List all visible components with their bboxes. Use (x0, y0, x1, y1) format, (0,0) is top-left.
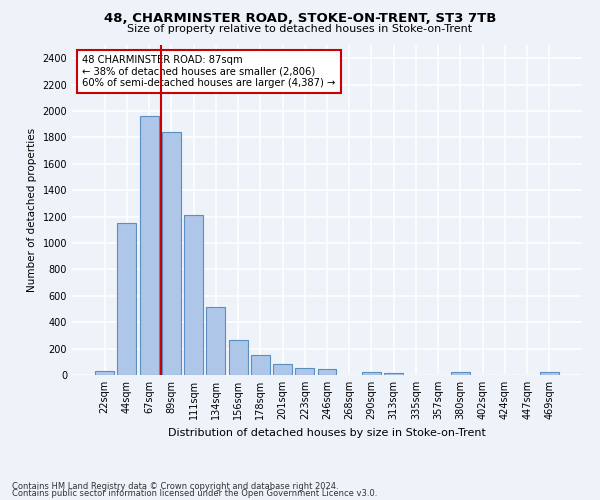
Text: 48, CHARMINSTER ROAD, STOKE-ON-TRENT, ST3 7TB: 48, CHARMINSTER ROAD, STOKE-ON-TRENT, ST… (104, 12, 496, 26)
Bar (295, 368, 314, 375)
Bar (118, 223, 136, 375)
Bar (384, 373, 403, 375)
Bar (540, 372, 559, 375)
Bar (95, 371, 114, 375)
Y-axis label: Number of detached properties: Number of detached properties (27, 128, 37, 292)
Bar (184, 216, 203, 375)
Bar (317, 369, 337, 375)
Bar (162, 132, 181, 375)
Bar (140, 116, 158, 375)
Text: Contains public sector information licensed under the Open Government Licence v3: Contains public sector information licen… (12, 489, 377, 498)
Bar (206, 307, 225, 375)
X-axis label: Distribution of detached houses by size in Stoke-on-Trent: Distribution of detached houses by size … (168, 428, 486, 438)
Bar (362, 372, 381, 375)
Bar (273, 364, 292, 375)
Text: 48 CHARMINSTER ROAD: 87sqm
← 38% of detached houses are smaller (2,806)
60% of s: 48 CHARMINSTER ROAD: 87sqm ← 38% of deta… (82, 55, 335, 88)
Text: Size of property relative to detached houses in Stoke-on-Trent: Size of property relative to detached ho… (127, 24, 473, 34)
Text: Contains HM Land Registry data © Crown copyright and database right 2024.: Contains HM Land Registry data © Crown c… (12, 482, 338, 491)
Bar (251, 354, 270, 375)
Bar (229, 340, 248, 375)
Bar (451, 372, 470, 375)
